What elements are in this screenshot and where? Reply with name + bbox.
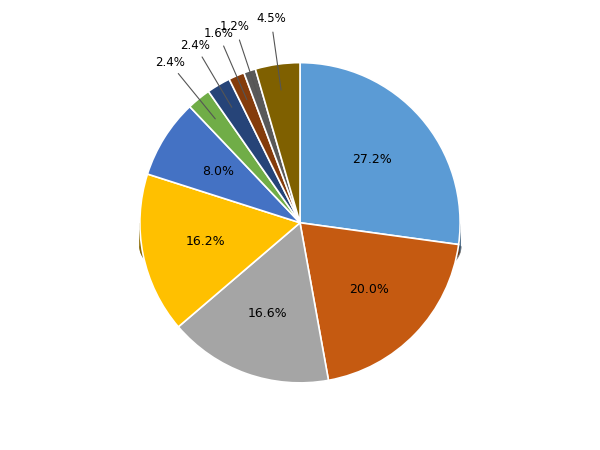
- Text: 20.0%: 20.0%: [349, 283, 389, 296]
- Polygon shape: [458, 224, 460, 253]
- Text: 2.4%: 2.4%: [155, 56, 185, 69]
- Polygon shape: [328, 230, 458, 297]
- Wedge shape: [244, 69, 300, 223]
- Text: 1.2%: 1.2%: [220, 20, 250, 33]
- Wedge shape: [300, 223, 458, 380]
- Wedge shape: [229, 73, 300, 223]
- Wedge shape: [140, 174, 300, 327]
- Text: 2.4%: 2.4%: [180, 39, 210, 52]
- Text: 27.2%: 27.2%: [353, 153, 392, 166]
- Wedge shape: [300, 63, 460, 244]
- Wedge shape: [256, 63, 300, 223]
- Text: 16.6%: 16.6%: [248, 307, 287, 320]
- Text: 1.6%: 1.6%: [203, 27, 233, 40]
- Polygon shape: [140, 223, 178, 280]
- Text: 16.2%: 16.2%: [186, 235, 226, 248]
- Polygon shape: [178, 256, 328, 297]
- Wedge shape: [178, 223, 328, 383]
- Wedge shape: [190, 91, 300, 223]
- Text: 4.5%: 4.5%: [256, 12, 286, 25]
- Wedge shape: [148, 107, 300, 223]
- Text: 8.0%: 8.0%: [203, 165, 235, 178]
- Wedge shape: [208, 79, 300, 223]
